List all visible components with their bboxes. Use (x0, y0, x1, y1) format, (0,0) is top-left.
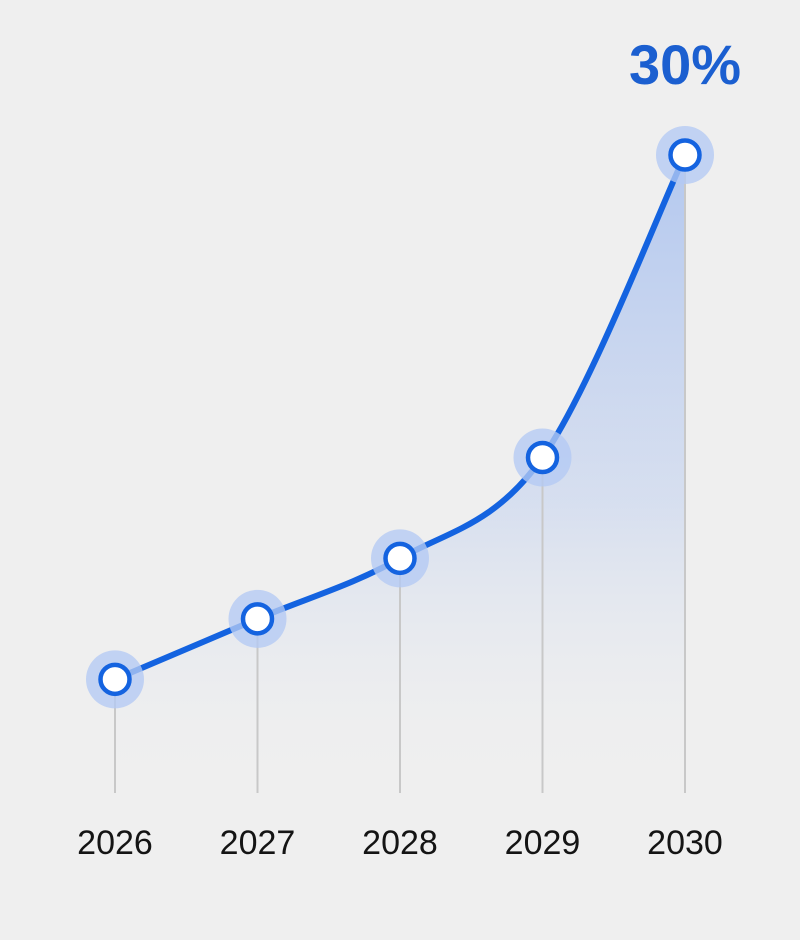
data-point-2029 (513, 428, 572, 487)
x-tick-label-2027: 2027 (220, 824, 296, 862)
data-point-2026 (86, 650, 144, 709)
data-point-2028 (371, 529, 429, 588)
data-point-marker (98, 662, 132, 697)
data-point-2027 (228, 589, 287, 648)
x-tick-label-2026: 2026 (77, 824, 153, 862)
x-tick-label-2030: 2030 (647, 824, 723, 862)
data-point-2030 (656, 126, 714, 184)
data-label-layer: 30% (629, 33, 741, 96)
x-tick-label-2028: 2028 (362, 824, 438, 862)
data-point-marker (383, 541, 417, 576)
data-point-marker (668, 138, 702, 172)
data-point-marker (525, 440, 560, 475)
data-label-2030: 30% (629, 33, 741, 96)
x-tick-label-2029: 2029 (505, 824, 581, 862)
guide-lines (114, 155, 686, 793)
data-points (86, 126, 714, 709)
data-point-marker (240, 602, 275, 636)
x-axis-tick-labels: 2026 2027 2028 2029 2030 (77, 824, 723, 862)
